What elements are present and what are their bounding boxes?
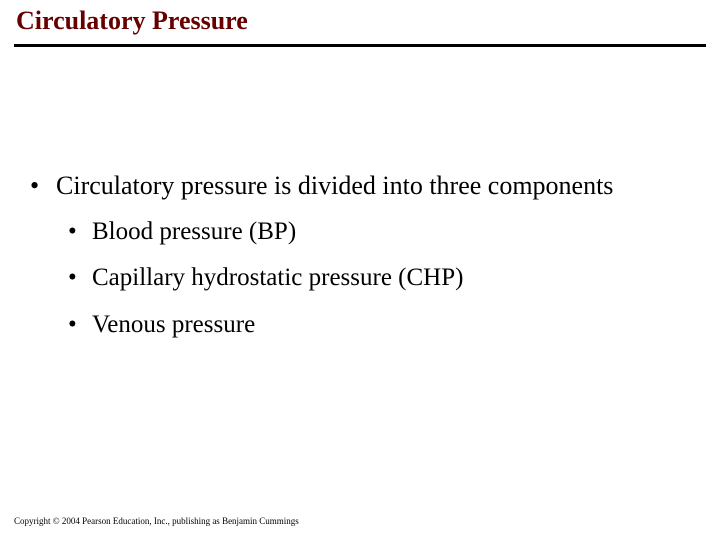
- copyright-text: Copyright © 2004 Pearson Education, Inc.…: [14, 516, 299, 526]
- bullet-icon: •: [68, 259, 92, 298]
- title-underline: [14, 44, 706, 47]
- bullet-level1: • Circulatory pressure is divided into t…: [30, 170, 690, 203]
- slide-title: Circulatory Pressure: [16, 6, 704, 36]
- bullet-icon: •: [30, 170, 56, 203]
- bullet-level2-text: Blood pressure (BP): [92, 213, 296, 252]
- bullet-level2-text: Capillary hydrostatic pressure (CHP): [92, 259, 463, 298]
- bullet-level2: • Blood pressure (BP): [68, 213, 690, 252]
- bullet-level2-text: Venous pressure: [92, 306, 255, 345]
- bullet-level2: • Venous pressure: [68, 306, 690, 345]
- slide: Circulatory Pressure • Circulatory press…: [0, 0, 720, 540]
- bullet-icon: •: [68, 213, 92, 252]
- bullet-level1-text: Circulatory pressure is divided into thr…: [56, 170, 613, 203]
- bullet-level2: • Capillary hydrostatic pressure (CHP): [68, 259, 690, 298]
- slide-body: • Circulatory pressure is divided into t…: [30, 170, 690, 353]
- bullet-icon: •: [68, 306, 92, 345]
